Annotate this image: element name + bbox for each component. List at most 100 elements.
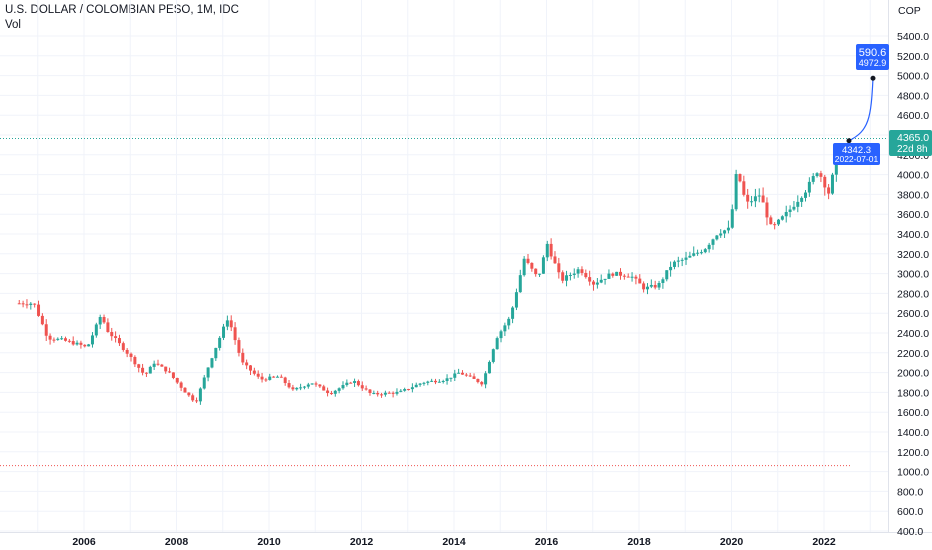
candle-body (295, 387, 299, 390)
candle-body (117, 338, 121, 344)
candle-body (753, 196, 757, 202)
candle-body (225, 320, 229, 327)
candle-body (538, 273, 542, 275)
candle-body (44, 324, 48, 336)
candle-body (541, 257, 545, 274)
chart-title: U.S. DOLLAR / COLOMBIAN PESO, 1M, IDC (5, 4, 239, 16)
candle-body (472, 376, 476, 379)
candle-body (56, 338, 60, 340)
candle-body (60, 338, 64, 340)
y-tick-label: 3000.0 (897, 269, 929, 281)
y-tick-label: 4000.0 (897, 170, 929, 182)
candle-body (441, 381, 445, 383)
candle-body (102, 317, 106, 323)
y-tick-label: 3400.0 (897, 229, 929, 241)
candle-body (487, 361, 491, 374)
candle-body (642, 283, 646, 290)
candle-body (746, 194, 750, 202)
candle-body (345, 382, 349, 386)
candle-body (152, 363, 156, 367)
candle-body (218, 337, 222, 348)
candle-body (160, 364, 164, 367)
candle-body (141, 367, 145, 373)
candle-body (399, 390, 403, 392)
candle-body (603, 278, 607, 280)
candle-body (804, 192, 807, 198)
candle-body (507, 318, 511, 326)
candle-body (719, 233, 723, 236)
candle-body (210, 358, 214, 368)
candle-body (692, 253, 696, 256)
candle-body (144, 372, 148, 374)
candle-body (395, 391, 399, 394)
candle-body (491, 349, 495, 362)
candle-body (696, 252, 700, 254)
projection-end-label: 590.6 (859, 47, 887, 59)
candle-body (168, 371, 172, 373)
x-tick-label: 2020 (720, 536, 744, 548)
candle-body (499, 331, 503, 339)
candle-body (765, 202, 769, 218)
candle-body (37, 304, 41, 316)
candle-body (815, 173, 819, 177)
candle-body (522, 258, 526, 276)
candle-body (653, 284, 657, 288)
candle-body (511, 307, 515, 319)
candle-body (565, 275, 569, 281)
candle-body (179, 382, 183, 388)
candle-body (129, 353, 133, 357)
candle-body (584, 272, 588, 278)
candle-body (699, 252, 703, 254)
candle-body (780, 216, 784, 220)
candle-body (726, 227, 730, 231)
candle-body (792, 206, 796, 210)
y-tick-label: 600.0 (897, 506, 923, 518)
candle-body (607, 273, 611, 279)
candle-body (611, 273, 615, 276)
candle-body (468, 375, 472, 377)
candle-body (222, 326, 226, 338)
candle-body (407, 389, 411, 391)
volume-label: Vol (5, 19, 21, 31)
candle-body (364, 388, 368, 390)
y-tick-label: 2400.0 (897, 328, 929, 340)
candle-body (268, 376, 272, 380)
candle-body (568, 274, 572, 276)
candle-body (195, 400, 199, 402)
candle-body (148, 366, 152, 374)
projection[interactable] (846, 75, 876, 144)
x-tick-label: 2012 (350, 536, 374, 548)
candle-body (711, 239, 715, 245)
candle-body (503, 325, 507, 332)
candle-body (460, 372, 464, 375)
y-tick-label: 3600.0 (897, 209, 929, 221)
candle-body (83, 344, 87, 347)
projection-end-dot[interactable] (870, 75, 876, 81)
candle-body (75, 342, 79, 345)
candle-body (738, 174, 742, 182)
candle-body (114, 336, 118, 339)
candle-body (187, 392, 191, 396)
candle-body (349, 382, 353, 384)
candle-body (426, 381, 430, 383)
projection-start-dot[interactable] (846, 138, 852, 144)
candle-body (414, 384, 418, 388)
candle-body (306, 384, 310, 387)
candle-body (827, 187, 831, 194)
candle-body (90, 335, 94, 345)
candle-body (576, 269, 580, 274)
candle-body (40, 315, 44, 325)
projection-curve[interactable] (848, 78, 874, 142)
y-tick-label: 1400.0 (897, 427, 929, 439)
candle-body (638, 278, 642, 284)
candle-body (137, 364, 141, 368)
candle-body (530, 262, 534, 269)
candle-body (672, 261, 676, 267)
candle-body (453, 373, 457, 378)
candle-body (800, 197, 804, 202)
candle-body (372, 392, 376, 394)
candle-body (237, 340, 241, 353)
candle-body (622, 275, 626, 277)
